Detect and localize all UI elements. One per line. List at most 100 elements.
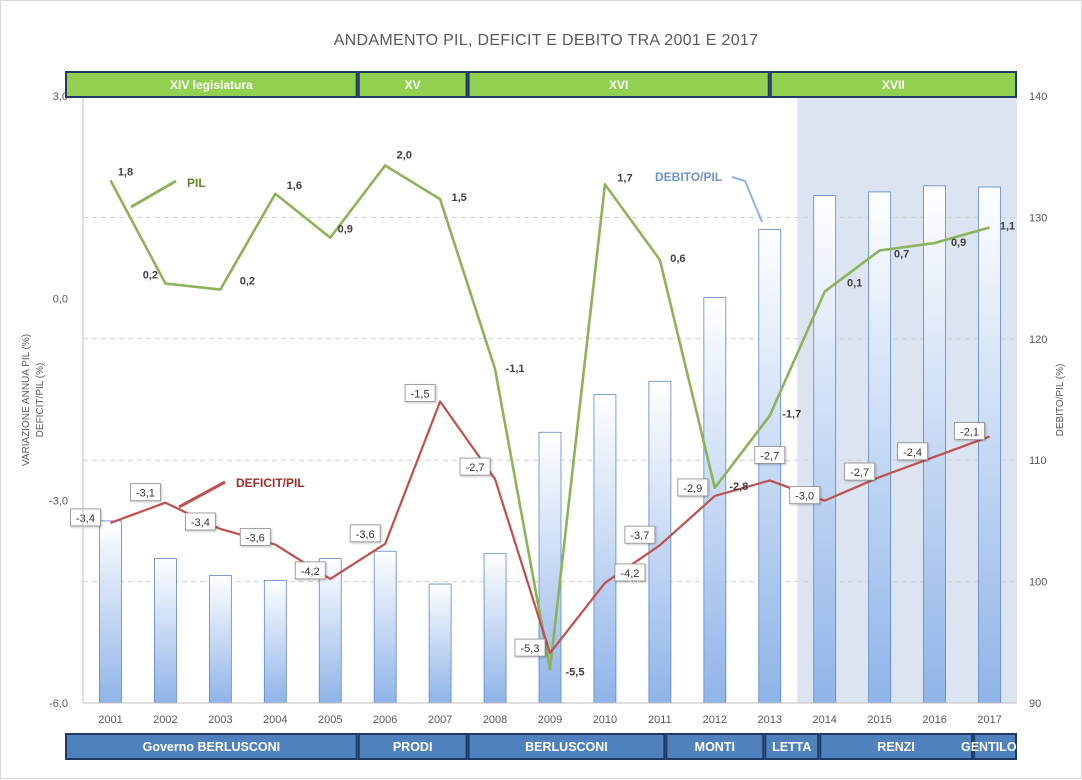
deficit-label-box xyxy=(954,422,985,440)
deficit-label-box xyxy=(844,462,876,481)
deficit-label-box xyxy=(130,483,161,502)
deficit-data-label: -2,4 xyxy=(903,447,922,459)
x-tick-label: 2004 xyxy=(263,714,287,726)
deficit-label-box xyxy=(614,563,646,582)
x-tick-label: 2010 xyxy=(593,714,617,726)
debt-bar xyxy=(483,553,507,704)
legislature-band xyxy=(467,71,770,98)
right-tick-label: 140 xyxy=(1029,91,1047,103)
pil-data-label: 2,0 xyxy=(397,149,412,161)
pil-data-label: 1,7 xyxy=(617,172,632,184)
legislature-band xyxy=(769,71,1017,98)
deficit-data-label: -3,0 xyxy=(795,491,814,503)
debt-bar xyxy=(593,394,617,704)
gridlines xyxy=(83,216,1017,583)
deficit-data-label: -2,1 xyxy=(960,427,979,439)
deficit-label-box xyxy=(459,457,491,476)
government-band-label: Governo BERLUSCONI xyxy=(143,740,281,754)
pil-data-labels: 1,8 0,2 0,2 1,6 0,9 2,0 1,5 -1,1 -5,5 1,7 0,6 -2,8 -… xyxy=(118,149,1015,678)
right-axis-title: DEBITO/PIL (%) xyxy=(1055,364,1066,437)
deficit-data-label: -4,2 xyxy=(620,568,639,580)
government-bands: Governo BERLUSCONI PRODI BERLUSCONI MONTI LE… xyxy=(65,733,1029,760)
left-axis-title-2: DEFICIT/PIL (%) xyxy=(35,363,46,438)
x-tick-label: 2015 xyxy=(867,714,891,726)
deficit-data-label: -3,6 xyxy=(246,533,265,545)
deficit-series-name: DEFICIT/PIL xyxy=(236,476,305,490)
debt-bar xyxy=(813,195,837,704)
pil-series-name: PIL xyxy=(187,176,206,190)
deficit-data-label: -1,5 xyxy=(411,389,430,401)
x-tick-label: 2009 xyxy=(538,714,562,726)
government-band xyxy=(819,733,974,760)
deficit-label-box xyxy=(789,486,821,505)
deficit-callout-line xyxy=(178,480,226,509)
debt-bar xyxy=(154,558,177,704)
left-axis-title-1: VARIAZIONE ANNUA PIL (%) xyxy=(21,334,32,466)
legislature-bands: XIV legislatura XV XVI XVII xyxy=(65,71,1017,98)
debt-bars xyxy=(99,185,1001,704)
deficit-data-label: -2,7 xyxy=(466,462,485,474)
legislature-band-label: XIV legislatura xyxy=(170,78,253,92)
government-band xyxy=(973,733,1017,760)
deficit-data-label: -3,1 xyxy=(136,488,155,500)
deficit-label-box xyxy=(897,442,928,461)
government-band-label: PRODI xyxy=(393,740,433,754)
deficit-data-labels: -3,4 -3,1 -3,4 -3,6 -4,2 -3,6 -1,5 -2,7 -5,3 -4,2… xyxy=(70,384,985,657)
legislature-band xyxy=(65,71,358,98)
government-band xyxy=(764,733,820,760)
pil-callout-line xyxy=(130,179,177,209)
pil-data-label: 0,1 xyxy=(847,278,862,290)
deficit-label-box xyxy=(70,508,101,527)
deficit-label-box xyxy=(624,525,656,544)
deficit-data-label: -3,4 xyxy=(191,517,210,529)
government-band-label: MONTI xyxy=(695,740,735,754)
pil-data-label: -5,5 xyxy=(566,666,585,678)
debt-bar xyxy=(208,575,232,704)
x-tick-label: 2005 xyxy=(318,714,342,726)
deficit-data-label: -2,9 xyxy=(683,483,702,495)
pil-data-label: -1,1 xyxy=(506,363,525,375)
pil-data-label: 1,5 xyxy=(451,192,466,204)
government-band xyxy=(665,733,765,760)
pil-data-label: 0,9 xyxy=(951,237,966,249)
pil-data-label: 1,1 xyxy=(1000,221,1015,233)
x-tick-label: 2014 xyxy=(812,714,836,726)
axes: 3,0 0,0 -3,0 -6,0 90 100 110 120 130 140 2001 2002 2… xyxy=(21,91,1066,726)
chart-title: ANDAMENTO PIL, DEFICIT E DEBITO TRA 2001… xyxy=(334,32,759,49)
deficit-label-box xyxy=(294,561,326,580)
deficit-label-box xyxy=(349,524,381,543)
right-tick-label: 130 xyxy=(1029,212,1047,224)
x-tick-label: 2016 xyxy=(922,714,946,726)
pil-data-label: 0,9 xyxy=(338,224,353,236)
x-tick-label: 2003 xyxy=(208,714,232,726)
deficit-label-box xyxy=(184,512,216,531)
government-band-label: GENTILONI xyxy=(961,740,1029,754)
legislature-band-label: XV xyxy=(405,78,421,92)
pil-data-label: 0,6 xyxy=(670,253,685,265)
x-tick-label: 2001 xyxy=(98,714,122,726)
right-tick-label: 120 xyxy=(1029,334,1047,346)
government-band-label: BERLUSCONI xyxy=(525,740,608,754)
x-tick-label: 2007 xyxy=(428,714,452,726)
deficit-label-box xyxy=(677,478,709,497)
deficit-label-box xyxy=(239,528,271,546)
deficit-data-label: -2,7 xyxy=(850,467,869,479)
series-name-callouts: PIL DEFICIT/PIL DEBITO/PIL xyxy=(130,170,763,509)
debt-bar xyxy=(373,550,397,704)
pil-data-label: 0,2 xyxy=(143,269,158,281)
debt-callout-line xyxy=(731,176,763,223)
government-band xyxy=(357,733,468,760)
left-tick-label: -3,0 xyxy=(49,496,68,508)
debt-bar xyxy=(99,520,122,704)
legislature-band xyxy=(357,71,468,98)
left-tick-label: 0,0 xyxy=(53,293,68,305)
deficit-data-label: -5,3 xyxy=(521,643,540,655)
deficit-data-label: -3,6 xyxy=(356,529,375,541)
deficit-label-box xyxy=(514,638,546,657)
legislature-band-label: XVI xyxy=(609,78,628,92)
pil-data-label: 1,6 xyxy=(287,180,302,192)
pil-data-label: -1,7 xyxy=(782,409,801,421)
left-tick-label: 3,0 xyxy=(53,91,68,103)
debt-bar xyxy=(978,186,1001,704)
